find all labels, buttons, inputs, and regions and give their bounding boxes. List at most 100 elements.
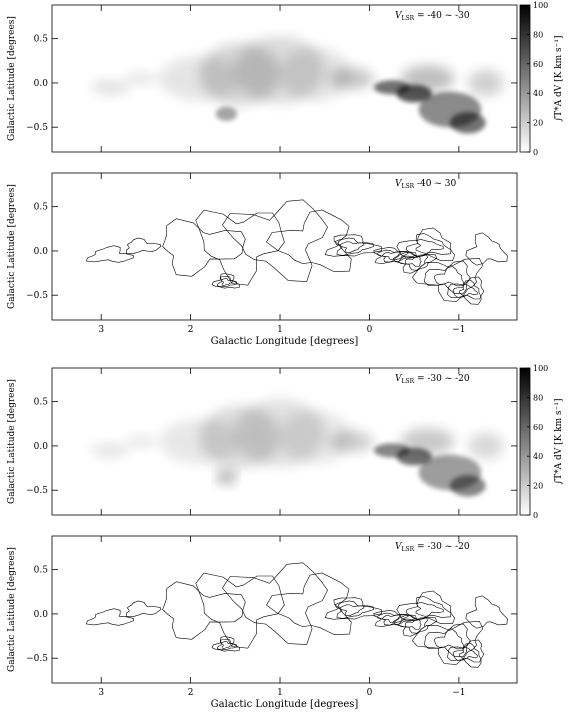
contour-line [211, 636, 240, 652]
y-tick-label: 0.0 [34, 247, 49, 257]
contour-line [423, 623, 471, 658]
emission-blob [125, 72, 158, 85]
contour-line [381, 614, 401, 623]
x-axis-label: Galactic Longitude [degrees] [211, 336, 359, 347]
y-tick-label: 0.5 [34, 566, 49, 576]
contour-line [396, 227, 456, 261]
contour-line [324, 234, 383, 257]
contour-line [381, 251, 401, 260]
contour-line [221, 278, 234, 286]
emission-blob [280, 410, 352, 464]
y-tick-label: 0.0 [34, 79, 49, 89]
contour-line [339, 604, 365, 617]
contour-line [415, 239, 444, 254]
panel-1: 0.5 0.0 −0.5 Galactic Latitude [degrees] VLS… [7, 1, 564, 157]
contour-line [447, 276, 485, 305]
velocity-label: VLSR = -30 ~ -20 [395, 542, 470, 553]
y-axis-label: Galactic Latitude [degrees] [7, 547, 17, 672]
y-tick-label: 0.0 [34, 442, 49, 452]
velocity-label: VLSR = -30 ~ -20 [395, 374, 470, 385]
colorbar-tick-label: 100 [533, 364, 548, 373]
colorbar: 0 20 40 60 80 100 ∫T*A dV [K km s⁻¹] [519, 364, 564, 520]
x-axis-label: Galactic Longitude [degrees] [211, 699, 359, 710]
contour-line [211, 273, 240, 289]
panel-4: 3 2 1 0 −1 0.5 0.0 −0.5 Galactic Latitude [degre… [7, 535, 518, 710]
contour-line [465, 595, 508, 629]
velocity-label: VLSR -40 ~ 30 [395, 179, 456, 190]
contour-line [85, 608, 134, 626]
contour-line [324, 597, 383, 620]
x-tick-label: 2 [188, 325, 194, 335]
velocity-label: VLSR = -40 ~ -30 [395, 11, 470, 22]
colorbar-tick-label: 60 [533, 423, 543, 432]
emission-blob [400, 428, 455, 455]
contour-line [216, 275, 238, 287]
contour-line [396, 590, 456, 624]
emission-blob [467, 432, 504, 460]
map-content [90, 398, 504, 497]
colorbar-tick-label: 60 [533, 60, 543, 69]
contour-line [433, 629, 465, 650]
contour-line [404, 256, 422, 267]
colorbar-tick-label: 100 [533, 1, 548, 10]
x-tick-label: 1 [277, 688, 283, 698]
contour-line [447, 639, 485, 668]
colorbar-tick-label: 0 [533, 511, 538, 520]
colorbar: 0 20 40 60 80 100 ∫T*A dV [K km s⁻¹] [519, 1, 564, 157]
contour-line [266, 209, 352, 272]
colorbar-tick-label: 20 [533, 482, 543, 491]
emission-blob [280, 47, 352, 101]
emission-blob [90, 80, 130, 95]
contour-line [433, 266, 465, 287]
contour-line [162, 581, 246, 640]
emission-blob [215, 469, 238, 485]
contour-line [423, 260, 471, 295]
colorbar-tick-label: 40 [533, 452, 543, 461]
contour-line [266, 572, 352, 635]
contour-line [405, 233, 452, 258]
plot-frame [51, 535, 518, 684]
y-axis-label: Galactic Latitude [degrees] [7, 379, 17, 504]
emission-blob [400, 65, 455, 92]
x-tick-label: −1 [452, 688, 465, 698]
y-tick-label: 0.5 [34, 398, 49, 408]
map-content [85, 199, 508, 305]
panel-3: 0.5 0.0 −0.5 Galactic Latitude [degrees] VLS… [7, 364, 564, 520]
x-tick-label: 0 [367, 688, 373, 698]
contour-line [195, 572, 285, 649]
y-tick-label: −0.5 [26, 486, 48, 496]
colorbar-label: ∫T*A dV [K km s⁻¹] [554, 398, 564, 484]
contour-line [339, 241, 365, 254]
x-tick-label: 2 [188, 688, 194, 698]
x-tick-label: 0 [367, 325, 373, 335]
colorbar-label: ∫T*A dV [K km s⁻¹] [554, 35, 564, 121]
contour-line [195, 209, 285, 286]
contour-line [404, 619, 422, 630]
contour-line [452, 642, 482, 663]
contour-line [458, 284, 478, 297]
contour-line [415, 602, 444, 617]
x-tick-label: 3 [98, 325, 104, 335]
plot-frame [51, 172, 518, 321]
emission-blob [90, 443, 130, 458]
x-tick-label: 1 [277, 325, 283, 335]
emission-blob [449, 475, 486, 497]
emission-blob [125, 435, 158, 448]
contour-line [162, 218, 246, 277]
panel-2: 3 2 1 0 −1 0.5 0.0 −0.5 Galactic Latitude [degre… [7, 172, 518, 347]
y-tick-label: −0.5 [26, 291, 48, 301]
y-tick-label: 0.0 [34, 610, 49, 620]
y-tick-label: 0.5 [34, 203, 49, 213]
contour-line [465, 232, 508, 266]
colorbar-scale [519, 367, 531, 516]
emission-blob [215, 106, 238, 122]
y-axis-label: Galactic Latitude [degrees] [7, 184, 17, 309]
colorbar-tick-label: 20 [533, 119, 543, 128]
contour-line [125, 600, 162, 618]
y-axis-label: Galactic Latitude [degrees] [7, 16, 17, 141]
y-tick-label: −0.5 [26, 654, 48, 664]
contour-line [458, 647, 478, 660]
contour-line [405, 596, 452, 621]
x-tick-label: 3 [98, 688, 104, 698]
